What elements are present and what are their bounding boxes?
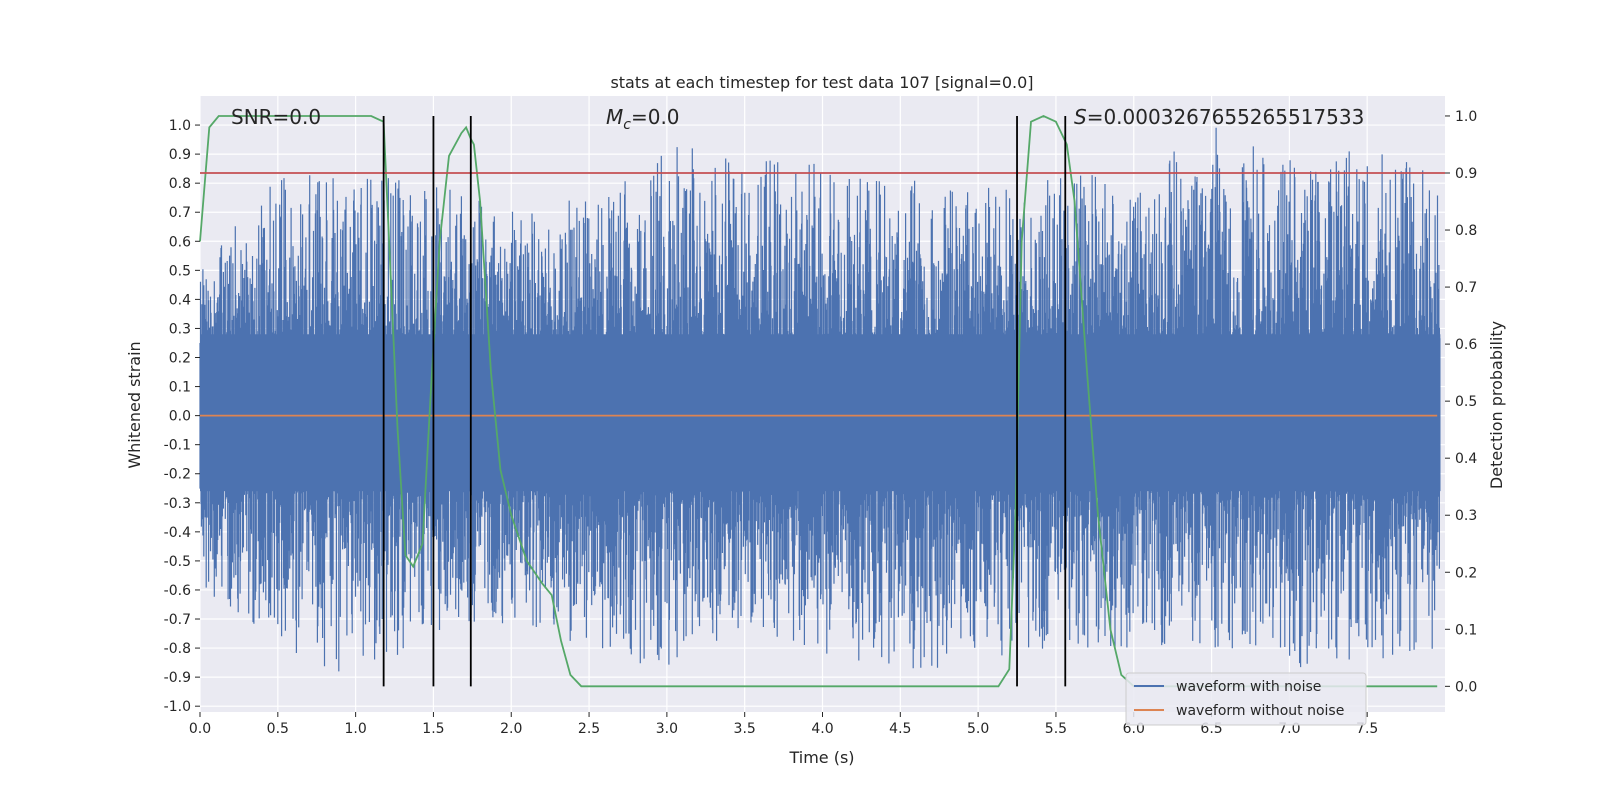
x-tick-label: 3.5 (734, 721, 756, 737)
mc-subscript: c (623, 117, 631, 133)
x-tick-label: 0.5 (267, 721, 289, 737)
y-axis-ticks: -1.0 -0.9 -0.8 -0.7 -0.6 -0.5 -0.4 -0.3 -0.2 -0.1… (164, 118, 200, 715)
x-tick-label: 4.5 (889, 721, 911, 737)
x-tick-label: 0.0 (189, 721, 211, 737)
vertical-markers (382, 115, 1067, 687)
y-tick-label: -0.6 (164, 583, 191, 599)
y-tick-label: -0.4 (164, 525, 191, 541)
legend-label-clean: waveform without noise (1176, 703, 1344, 719)
mc-value: =0.0 (631, 105, 680, 129)
legend: waveform with noise waveform without noi… (1125, 672, 1367, 726)
mc-symbol: M (606, 105, 623, 129)
y-tick-label: -0.1 (164, 438, 191, 454)
x-tick-label: 3.0 (656, 721, 678, 737)
right-tick-label: 0.1 (1455, 622, 1477, 638)
y-tick-label: 0.0 (169, 409, 191, 425)
y-axis-label: Whitened strain (125, 341, 144, 468)
right-tick-label: 0.6 (1455, 337, 1477, 353)
y-tick-label: 0.7 (169, 205, 191, 221)
s-annotation: S=0.00032676552655175​33 (1074, 105, 1364, 129)
right-tick-label: 1.0 (1455, 109, 1477, 125)
detection-probability-line (199, 115, 1438, 688)
x-tick-label: 5.5 (1045, 721, 1067, 737)
x-tick-label: 2.5 (578, 721, 600, 737)
right-axis-label: Detection probability (1487, 321, 1506, 489)
x-tick-label: 2.0 (500, 721, 522, 737)
x-axis-label: Time (s) (788, 748, 854, 767)
y-tick-label: 0.5 (169, 263, 191, 279)
x-tick-label: 1.0 (344, 721, 366, 737)
y-tick-label: -0.7 (164, 612, 191, 628)
x-tick-label: 4.0 (811, 721, 833, 737)
line-series (199, 115, 1445, 688)
snr-annotation: SNR=0.0 (231, 105, 321, 129)
right-tick-label: 0.9 (1455, 166, 1477, 182)
legend-box (1125, 672, 1367, 726)
waveform-with-noise-series (199, 127, 1441, 672)
y-tick-label: -0.9 (164, 670, 191, 686)
y-tick-label: 0.2 (169, 351, 191, 367)
s-value: =0.00032676552655175​33 (1087, 105, 1365, 129)
s-symbol: S (1074, 105, 1087, 129)
chirp-mass-annotation: Mc=0.0 (606, 105, 680, 133)
right-tick-label: 0.3 (1455, 508, 1477, 524)
y-tick-label: 0.1 (169, 380, 191, 396)
y-tick-label: -0.8 (164, 641, 191, 657)
legend-label-noise: waveform with noise (1176, 679, 1321, 695)
right-tick-label: 0.5 (1455, 394, 1477, 410)
y-tick-label: -0.5 (164, 554, 191, 570)
x-tick-label: 5.0 (967, 721, 989, 737)
chart-title: stats at each timestep for test data 107… (610, 73, 1033, 92)
right-tick-label: 0.4 (1455, 451, 1477, 467)
y-tick-label: 0.3 (169, 321, 191, 337)
y-tick-label: 0.9 (169, 147, 191, 163)
y-tick-label: -1.0 (164, 699, 191, 715)
right-tick-label: 0.7 (1455, 280, 1477, 296)
y-tick-label: 0.4 (169, 292, 191, 308)
x-tick-label: 1.5 (422, 721, 444, 737)
right-tick-label: 0.0 (1455, 679, 1477, 695)
y-tick-label: -0.2 (164, 467, 191, 483)
y-tick-label: 0.8 (169, 176, 191, 192)
y-tick-label: 1.0 (169, 118, 191, 134)
y-tick-label: -0.3 (164, 496, 191, 512)
y-tick-label: 0.6 (169, 234, 191, 250)
right-tick-label: 0.8 (1455, 223, 1477, 239)
right-tick-label: 0.2 (1455, 565, 1477, 581)
right-axis-ticks: 0.0 0.1 0.2 0.3 0.4 0.5 0.6 0.7 0.8 0.9 1.0 (1445, 109, 1477, 695)
